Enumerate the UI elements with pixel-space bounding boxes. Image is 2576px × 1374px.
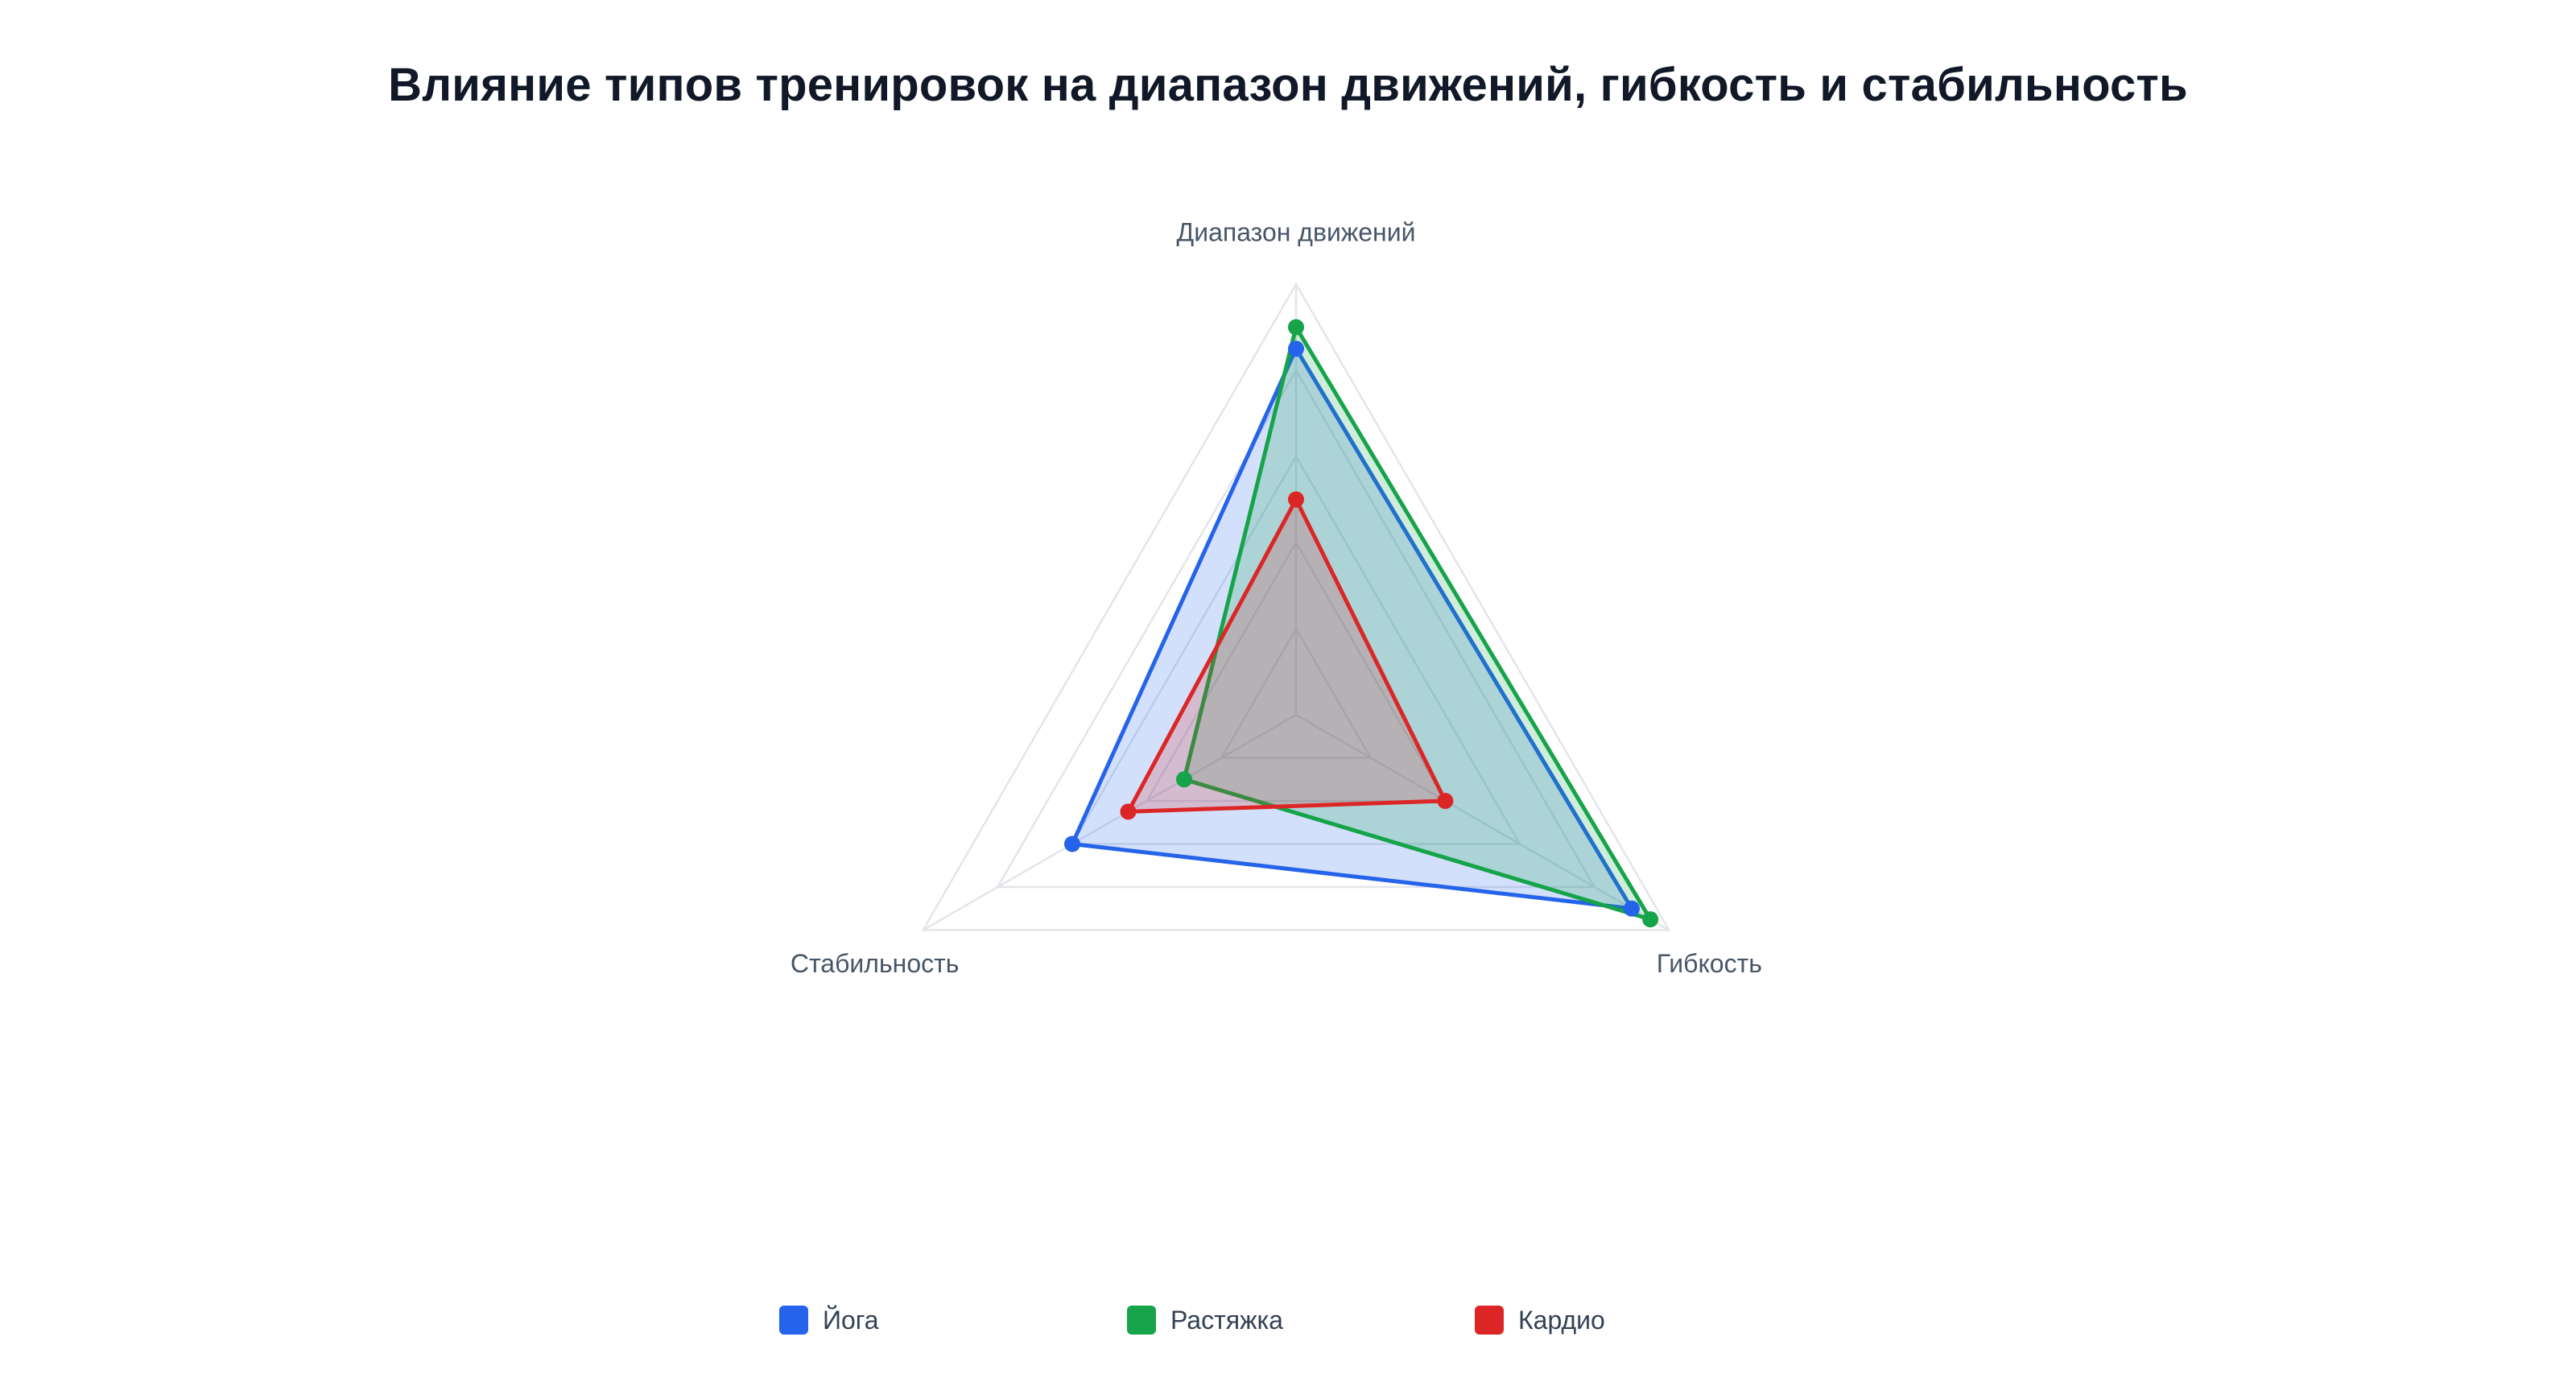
axis-label-2: Гибкость [1657,949,1762,978]
data-point-3-1[interactable] [1288,491,1304,508]
grid-ring-3 [1070,454,1522,845]
grid-ring-5 [921,282,1671,931]
series-area-2 [1182,325,1653,922]
axis-line-2 [1295,713,1670,931]
axis-label-3: Стабильность [791,949,960,978]
legend-item-2[interactable]: Растяжка [1127,1302,1283,1338]
data-point-1-1[interactable] [1288,340,1304,357]
data-point-1-2[interactable] [1623,900,1640,917]
legend-item-1[interactable]: Йога [779,1302,879,1338]
legend-swatch [779,1306,808,1335]
legend-swatch [1127,1306,1156,1335]
legend-label: Кардио [1518,1305,1605,1335]
legend-item-3[interactable]: Кардио [1475,1302,1605,1338]
legend-swatch [1475,1306,1504,1335]
data-point-2-3[interactable] [1176,771,1193,788]
radar-grid [921,282,1671,931]
grid-ring-2 [1145,540,1447,803]
radar-series [1064,319,1659,928]
legend-label: Йога [823,1305,879,1335]
legend-label: Растяжка [1170,1305,1283,1335]
chart-legend: Йога Растяжка Кардио [0,1302,2576,1338]
axis-line-3 [923,713,1297,931]
grid-ring-1 [1220,626,1373,759]
grid-ring-4 [996,368,1596,889]
series-area-1 [1070,346,1634,911]
data-point-2-2[interactable] [1642,911,1659,928]
data-point-3-3[interactable] [1120,803,1137,820]
axis-label-1: Диапазон движений [1177,217,1416,246]
radar-axis-labels: Диапазон движений Гибкость Стабильность [791,217,1762,978]
chart-title: Влияние типов тренировок на диапазон дви… [388,59,2188,111]
data-point-3-2[interactable] [1437,793,1454,809]
data-point-1-3[interactable] [1064,836,1081,852]
series-area-3 [1126,497,1447,814]
data-point-2-1[interactable] [1288,319,1304,336]
